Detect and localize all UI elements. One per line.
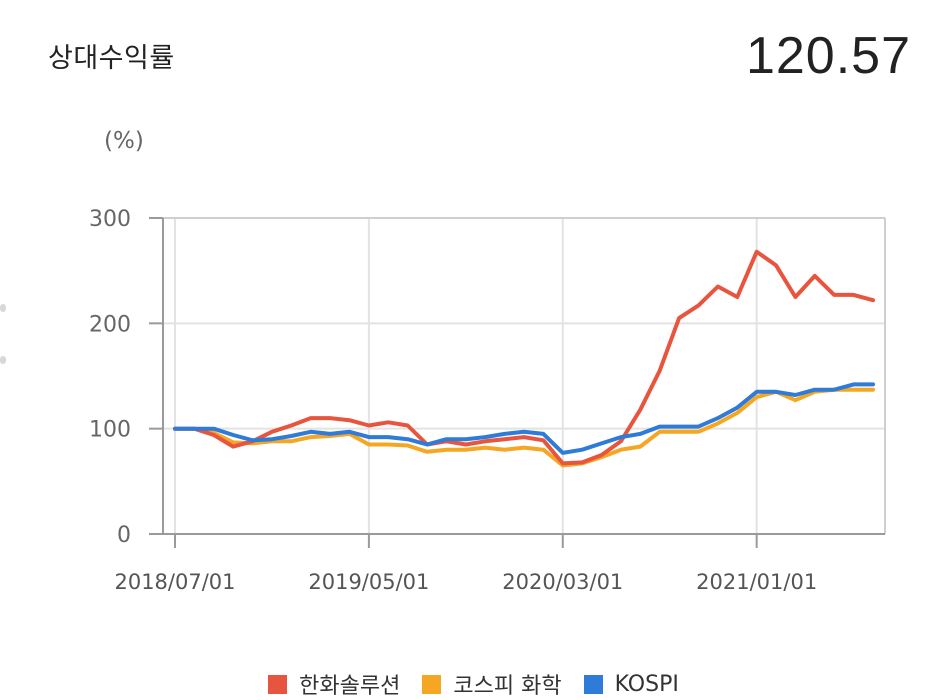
tick-labels: 0 100 200 300 2018/07/01 2019/05/01 2020/03/01… [89, 207, 817, 594]
y-tick-label: 100 [89, 418, 131, 443]
relative-return-value: 120.57 [745, 27, 911, 85]
y-axis-unit-label: (%) [104, 128, 144, 154]
legend-swatch [583, 674, 603, 694]
x-tick-label: 2019/05/01 [308, 570, 429, 594]
series-line-0 [173, 249, 875, 466]
legend-swatch [268, 674, 288, 694]
legend-item: 한화솔루션 [268, 668, 400, 700]
series-line-2 [173, 382, 875, 455]
legend-label: KOSPI [614, 671, 679, 697]
legend-label: 코스피 화학 [453, 674, 562, 699]
series-line-1 [173, 387, 875, 468]
series-lines [173, 249, 875, 468]
side-scroll-dot-bottom [0, 356, 6, 364]
legend-item: 코스피 화학 [422, 668, 562, 700]
legend-swatch [422, 674, 442, 694]
chart-legend: 한화솔루션 코스피 화학 KOSPI [0, 668, 947, 700]
y-tick-label: 300 [89, 207, 131, 232]
x-tick-label: 2021/01/01 [696, 570, 817, 594]
y-tick-label: 0 [117, 523, 131, 548]
legend-item: KOSPI [583, 671, 679, 697]
legend-label: 한화솔루션 [299, 674, 401, 699]
axes [149, 217, 886, 548]
side-scroll-dot-top [0, 304, 6, 312]
x-tick-label: 2020/03/01 [502, 570, 623, 594]
chart-title: 상대수익률 [48, 43, 175, 74]
y-tick-label: 200 [89, 312, 131, 337]
x-tick-label: 2018/07/01 [114, 570, 235, 594]
